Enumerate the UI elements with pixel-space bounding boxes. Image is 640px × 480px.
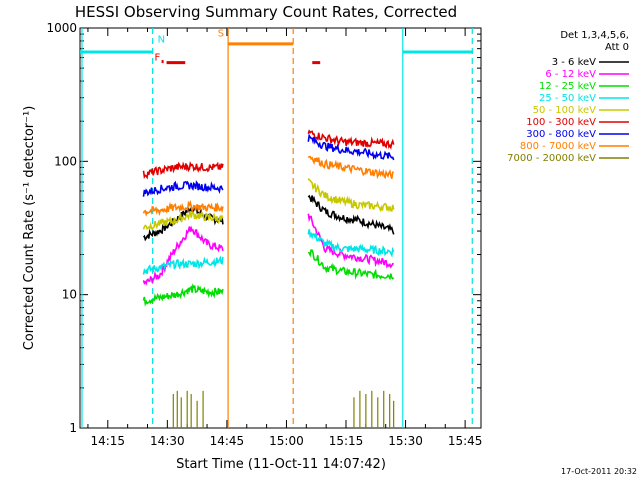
y-axis-label: Corrected Count Rate (s⁻¹ detector⁻¹) [22, 106, 37, 351]
series-line-50-100-keV [142, 210, 224, 231]
series-line-50-100-keV [307, 178, 395, 213]
y-tick-label: 1 [69, 421, 77, 435]
flags-layer [80, 28, 474, 428]
chart-title: HESSI Observing Summary Count Rates, Cor… [75, 3, 457, 21]
x-tick-label: 15:00 [269, 434, 304, 448]
annotation-layer: FN S [155, 29, 225, 64]
series-line-12-25-keV [307, 249, 395, 281]
plot-timestamp: 17-Oct-2011 20:32 [561, 467, 637, 476]
series-line-25-50-keV [142, 255, 224, 275]
x-tick-label: 15:45 [448, 434, 483, 448]
series-line-100-300-keV [307, 129, 395, 150]
legend-label: 7000 - 20000 keV [507, 153, 596, 164]
legend-label: 50 - 100 keV [533, 105, 597, 116]
x-tick-label: 14:30 [150, 434, 185, 448]
legend-label: 3 - 6 keV [552, 57, 596, 68]
y-tick-label: 10 [62, 288, 77, 302]
legend-label: 25 - 50 keV [539, 93, 596, 104]
series-line-12-25-keV [142, 283, 224, 307]
y-tick-label: 100 [54, 154, 77, 168]
x-tick-label: 14:45 [210, 434, 245, 448]
series-line-800-7000-keV [307, 155, 394, 180]
series-line-6-12-keV [307, 213, 394, 269]
series-line-6-12-keV [142, 225, 224, 286]
legend-header-line: Att 0 [605, 42, 629, 53]
flag-letter-S: S [218, 29, 224, 40]
series-line-800-7000-keV [142, 199, 224, 217]
plot-frame [79, 27, 482, 429]
x-tick-label: 14:15 [90, 434, 125, 448]
flag-point-mark [161, 60, 164, 64]
series-line-25-50-keV [307, 229, 395, 258]
legend-label: 6 - 12 keV [545, 69, 596, 80]
series-line-300-800-keV [142, 180, 224, 197]
x-tick-label: 15:30 [388, 434, 423, 448]
legend-label: 800 - 7000 keV [520, 141, 596, 152]
series-line-300-800-keV [307, 133, 395, 161]
legend-label: 300 - 800 keV [526, 129, 596, 140]
series-line-3-6-keV [307, 194, 395, 235]
legend-label: 100 - 300 keV [526, 117, 596, 128]
axes-layer: 1 10 100 1000 14:15 14:30 14:45 15:00 15:15 15:30… [46, 21, 482, 448]
series-layer [142, 129, 395, 428]
x-tick-label: 15:15 [329, 434, 364, 448]
x-axis-label: Start Time (11-Oct-11 14:07:42) [176, 457, 386, 472]
y-tick-label: 1000 [46, 21, 77, 35]
flag-letter-F: F [155, 53, 161, 64]
series-line-100-300-keV [142, 161, 224, 180]
legend-header-line: Det 1,3,4,5,6, [560, 30, 629, 41]
legend-label: 12 - 25 keV [539, 81, 596, 92]
flag-letter-N: N [158, 34, 165, 45]
